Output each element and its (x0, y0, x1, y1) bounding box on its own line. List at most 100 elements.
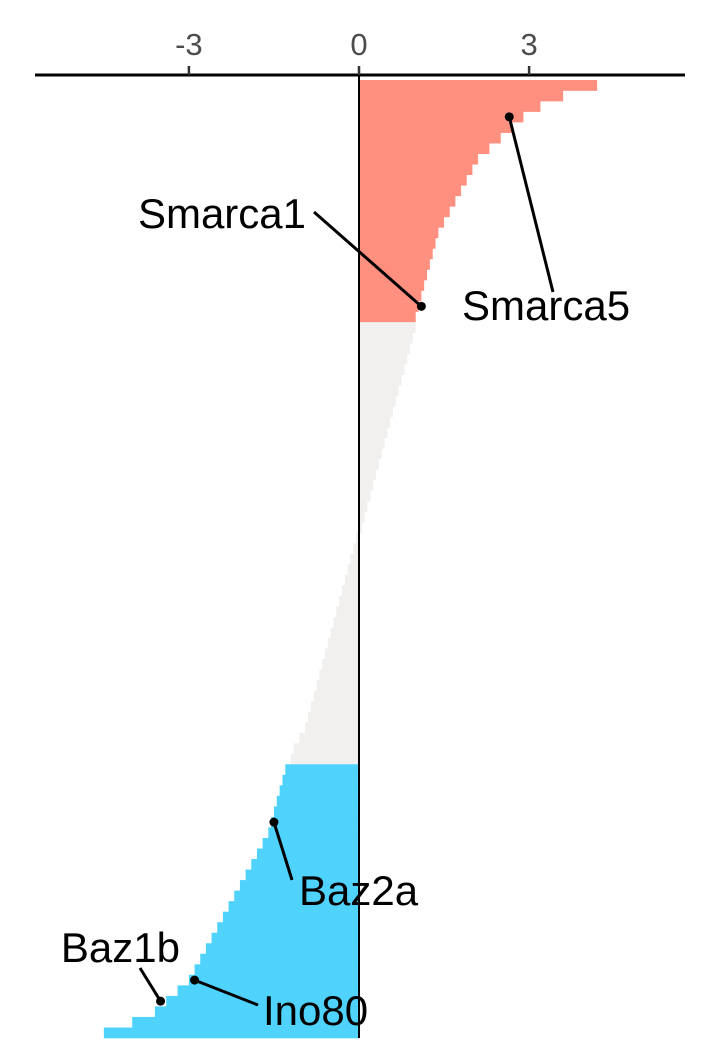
bar-neutral (344, 574, 359, 586)
annotation-point (190, 975, 200, 985)
bar-neutral (333, 616, 359, 628)
bar-neutral (359, 427, 388, 439)
bar-negative (262, 837, 359, 849)
bar-negative (166, 995, 359, 1007)
annotation-point (416, 301, 426, 311)
annotation-leader-line (194, 978, 259, 1007)
bar-neutral (324, 648, 359, 660)
annotation-leader-line (507, 116, 555, 293)
bar-neutral (359, 406, 394, 418)
bar-negative (271, 816, 359, 828)
bar-positive (359, 90, 564, 102)
bar-neutral (359, 385, 399, 397)
bar-positive (359, 290, 422, 302)
bars-layer (103, 80, 598, 1039)
x-tick-label: 0 (350, 27, 367, 62)
bar-positive (359, 143, 490, 154)
bar-neutral (330, 627, 359, 639)
bar-negative (154, 1006, 359, 1018)
annotation-leader-line (313, 210, 423, 308)
bar-neutral (339, 595, 359, 607)
bar-negative (239, 880, 359, 891)
bar-neutral (336, 606, 359, 618)
bar-positive (359, 301, 419, 312)
bar-negative (103, 1027, 359, 1039)
annotations-layer: Smarca5 Smarca1 Baz2a Ino80 Baz1b (61, 112, 630, 1034)
annotation-leader-line (138, 967, 162, 1002)
bar-neutral (359, 480, 374, 491)
bar-positive (359, 195, 456, 207)
annotation-label-smarca1: Smarca1 (138, 190, 306, 237)
bar-neutral (359, 364, 405, 376)
bar-positive (359, 153, 479, 165)
bar-negative (282, 774, 359, 786)
bar-positive (359, 237, 436, 249)
bar-neutral (359, 416, 391, 428)
bar-neutral (359, 332, 413, 344)
bar-negative (234, 890, 359, 902)
bar-negative (200, 953, 359, 965)
bar-neutral (293, 743, 359, 755)
annotation-point (269, 817, 279, 827)
bar-neutral (322, 659, 359, 670)
bar-negative (273, 806, 359, 818)
bar-positive (359, 164, 473, 176)
bar-negative (276, 795, 359, 807)
annotation-label-smarca5: Smarca5 (462, 282, 630, 329)
bar-negative (256, 848, 359, 860)
bar-positive (359, 206, 450, 218)
bar-neutral (359, 353, 408, 365)
bar-neutral (359, 343, 411, 355)
bar-positive (359, 258, 430, 270)
bar-neutral (359, 322, 416, 333)
annotation-label-ino80: Ino80 (263, 987, 368, 1034)
annotation-point (156, 996, 166, 1006)
bar-neutral (359, 511, 365, 523)
bar-positive (359, 269, 428, 281)
bar-negative (205, 943, 359, 955)
bar-positive (359, 248, 433, 260)
bar-negative (217, 922, 359, 934)
bar-neutral (359, 437, 385, 449)
bar-negative (228, 901, 359, 912)
bar-negative (194, 964, 359, 976)
bar-neutral (359, 458, 379, 470)
bar-negative (285, 764, 359, 776)
bar-negative (245, 869, 359, 881)
bar-positive (359, 216, 445, 228)
annotation-leader-line (272, 821, 294, 881)
bar-neutral (350, 553, 359, 565)
bar-negative (211, 932, 359, 944)
bar-positive (359, 122, 513, 133)
bar-negative (188, 974, 359, 986)
x-tick-label: 3 (520, 27, 537, 62)
bar-neutral (341, 585, 359, 597)
x-tick-label: -3 (175, 27, 203, 62)
bar-positive (359, 101, 541, 112)
bar-neutral (313, 690, 359, 702)
bar-neutral (347, 564, 359, 576)
bar-neutral (319, 669, 359, 681)
bar-neutral (359, 522, 362, 533)
bar-neutral (356, 532, 359, 544)
bar-neutral (310, 701, 359, 712)
bar-negative (268, 827, 359, 839)
bar-positive (359, 80, 598, 91)
bar-neutral (316, 680, 359, 691)
bar-negative (251, 859, 359, 870)
bar-positive (359, 174, 467, 186)
bar-positive (359, 185, 462, 197)
bar-neutral (359, 395, 396, 407)
bar-positive (359, 111, 524, 123)
bar-negative (222, 911, 359, 923)
bar-positive (359, 227, 439, 239)
bar-neutral (290, 753, 359, 765)
bar-neutral (359, 501, 368, 512)
bar-negative (177, 985, 359, 997)
bar-neutral (359, 448, 382, 460)
bar-neutral (359, 374, 402, 386)
bar-neutral (307, 711, 359, 723)
bar-neutral (327, 637, 359, 649)
annotation-label-baz2a: Baz2a (299, 867, 419, 914)
bar-neutral (299, 732, 359, 744)
